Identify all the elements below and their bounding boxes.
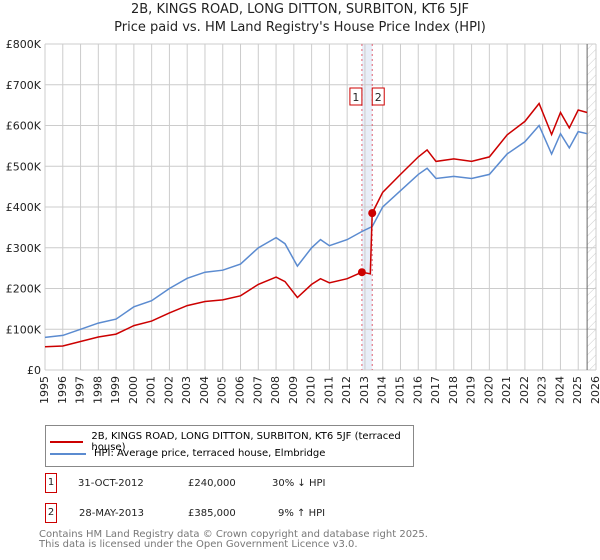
x-tick-label: 2011 — [322, 376, 335, 404]
sale-point — [368, 209, 377, 218]
legend: 2B, KINGS ROAD, LONG DITTON, SURBITON, K… — [45, 425, 414, 467]
x-tick-label: 2016 — [411, 376, 424, 404]
transaction-number: 1 — [45, 473, 57, 493]
property-price-line — [44, 102, 588, 348]
x-tick-label: 2003 — [180, 376, 193, 404]
transaction-hpi: 9% ↑ HPI — [278, 508, 326, 519]
transaction-price: £240,000 — [188, 478, 236, 489]
price-chart: 1 2 1995 1996 1997 1998 1999 2000 2001 2002 2003 20… — [6, 38, 600, 404]
x-tick-label: 2013 — [358, 376, 371, 404]
x-tick-label: 2005 — [216, 376, 229, 404]
y-tick-label: £0 — [27, 364, 41, 377]
x-tick-label: 2017 — [429, 376, 442, 404]
x-tick-label: 2000 — [127, 376, 140, 404]
x-tick-label: 2002 — [162, 376, 175, 404]
x-tick-label: 2023 — [536, 376, 549, 404]
x-tick-label: 2012 — [340, 376, 353, 404]
transaction-date: 28-MAY-2013 — [79, 508, 145, 519]
sale-label: 1 — [352, 91, 359, 104]
y-tick-label: £200K — [6, 283, 42, 296]
x-tick-label: 2010 — [305, 376, 318, 404]
x-tick-label: 2006 — [234, 376, 247, 404]
chart-subtitle: Price paid vs. HM Land Registry's House … — [114, 20, 486, 35]
transaction-hpi: 30% ↓ HPI — [272, 478, 326, 489]
hpi-line — [44, 124, 588, 339]
x-tick-label: 1995 — [38, 376, 51, 404]
x-tick-label: 2022 — [518, 376, 531, 404]
x-tick-label: 2009 — [287, 376, 300, 404]
footer: Contains HM Land Registry data © Crown c… — [39, 530, 428, 550]
y-tick-label: £400K — [6, 201, 42, 214]
x-tick-label: 2008 — [269, 376, 282, 404]
x-tick-label: 1996 — [56, 376, 69, 404]
legend-hpi: HPI: Average price, terraced house, Elmb… — [94, 448, 326, 459]
y-tick-label: £500K — [6, 160, 42, 173]
x-tick-label: 2018 — [447, 376, 460, 404]
sale-label-box — [349, 87, 363, 106]
legend-swatch-property — [50, 441, 84, 443]
y-tick-label: £100K — [6, 323, 42, 336]
x-tick-label: 1997 — [74, 376, 87, 404]
sale-point — [357, 268, 366, 277]
x-tick-label: 1999 — [109, 376, 122, 404]
transaction-price: £385,000 — [188, 508, 236, 519]
footer-copyright: Contains HM Land Registry data © Crown c… — [39, 529, 428, 540]
x-tick-label: 2019 — [465, 376, 478, 404]
transaction-date: 31-OCT-2012 — [78, 478, 144, 489]
sale-label-box — [371, 87, 385, 106]
footer-licence: This data is licensed under the Open Gov… — [39, 539, 358, 550]
x-tick-label: 2014 — [376, 376, 389, 404]
y-tick-label: £800K — [6, 38, 42, 51]
x-tick-label: 2015 — [393, 376, 406, 404]
x-tick-label: 2001 — [145, 376, 158, 404]
x-tick-label: 2026 — [589, 376, 600, 404]
x-tick-label: 2004 — [198, 376, 211, 404]
x-tick-label: 2025 — [571, 376, 584, 404]
legend-swatch-hpi — [50, 452, 86, 455]
chart-title: 2B, KINGS ROAD, LONG DITTON, SURBITON, K… — [130, 2, 470, 17]
x-tick-label: 1998 — [91, 376, 104, 404]
y-tick-label: £300K — [6, 242, 42, 255]
y-tick-label: £600K — [6, 120, 42, 133]
x-tick-label: 2007 — [251, 376, 264, 404]
sale-label: 2 — [375, 91, 382, 104]
x-tick-label: 2021 — [500, 376, 513, 404]
y-tick-label: £700K — [6, 79, 42, 92]
x-tick-label: 2020 — [482, 376, 495, 404]
legend-property: 2B, KINGS ROAD, LONG DITTON, SURBITON, K… — [91, 431, 401, 453]
transaction-number: 2 — [45, 503, 57, 523]
x-tick-label: 2024 — [553, 376, 566, 404]
